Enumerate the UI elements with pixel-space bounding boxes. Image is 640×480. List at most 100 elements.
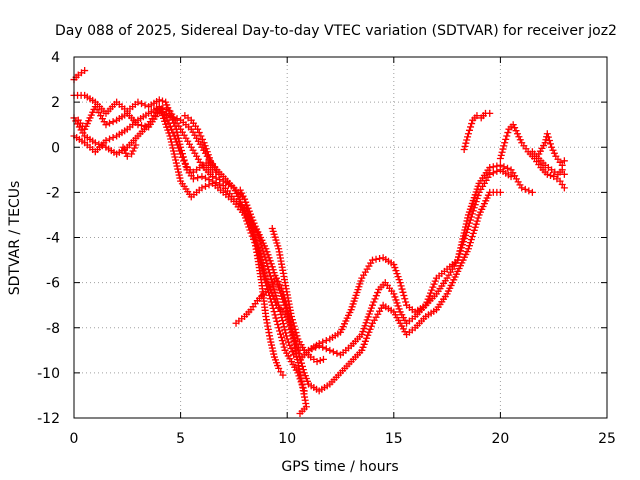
data-point (236, 186, 244, 194)
data-point (394, 273, 402, 281)
data-point (176, 147, 184, 155)
data-point (174, 131, 182, 139)
data-point (130, 144, 138, 152)
data-point (468, 120, 476, 128)
data-point (391, 264, 399, 272)
data-point (194, 174, 202, 182)
data-point (464, 130, 472, 138)
data-point (238, 189, 246, 197)
data-point (174, 134, 182, 142)
data-point (326, 346, 334, 354)
data-point (462, 139, 470, 147)
data-point (134, 121, 142, 129)
data-point (172, 138, 180, 146)
data-point (322, 337, 330, 345)
y-tick-label: -10 (37, 366, 60, 382)
data-point (363, 334, 371, 342)
data-point (313, 358, 321, 366)
data-point (425, 292, 433, 300)
data-point (279, 320, 287, 328)
data-point (172, 159, 180, 167)
x-tick-label: 5 (176, 431, 185, 447)
data-point (268, 344, 276, 352)
data-point (548, 143, 556, 151)
data-point (486, 164, 494, 172)
data-point (102, 136, 110, 144)
y-axis-label: SDTVAR / TECUs (7, 181, 23, 296)
data-point (459, 235, 467, 243)
data-point (368, 301, 376, 309)
data-point (138, 121, 146, 129)
data-point (164, 116, 172, 124)
data-point (248, 226, 256, 234)
data-point (109, 133, 117, 141)
data-point (560, 157, 568, 165)
data-point (518, 184, 526, 192)
data-point (293, 332, 301, 340)
data-point (422, 301, 430, 309)
data-point (198, 135, 206, 143)
data-point (171, 135, 179, 143)
data-point (489, 163, 497, 171)
data-point (91, 139, 99, 147)
data-point (393, 270, 401, 278)
data-point (429, 283, 437, 291)
data-point (166, 122, 174, 130)
data-point (458, 238, 466, 246)
data-point (195, 129, 203, 137)
data-point (239, 192, 247, 200)
data-point (361, 337, 369, 345)
data-point (268, 341, 276, 349)
data-point (499, 145, 507, 153)
chart-title: Day 088 of 2025, Sidereal Day-to-day VTE… (55, 23, 617, 39)
data-point (270, 285, 278, 293)
x-tick-label: 25 (598, 431, 616, 447)
data-point (511, 124, 519, 132)
data-point (547, 140, 555, 148)
data-point (81, 67, 89, 75)
data-point (504, 164, 512, 172)
data-point (209, 173, 217, 181)
data-point (463, 136, 471, 144)
data-point (201, 174, 209, 182)
data-point (395, 305, 403, 313)
data-point (463, 217, 471, 225)
data-point (465, 242, 473, 250)
data-point (134, 98, 142, 106)
data-point (560, 170, 568, 178)
data-point (454, 256, 462, 264)
data-point (169, 113, 177, 121)
data-point (95, 140, 103, 148)
data-point (132, 141, 140, 149)
data-point (359, 343, 367, 351)
data-point (296, 409, 304, 417)
data-point (431, 277, 439, 285)
data-point (333, 349, 341, 357)
data-point (498, 148, 506, 156)
data-point (123, 152, 131, 160)
y-tick-label: -12 (37, 411, 60, 427)
data-point (173, 141, 181, 149)
data-point (370, 298, 378, 306)
data-point (180, 157, 188, 165)
data-point (493, 162, 501, 170)
data-point (322, 345, 330, 353)
data-point (265, 254, 273, 262)
data-point (120, 146, 128, 154)
data-point (275, 324, 283, 332)
y-tick-label: -6 (46, 276, 60, 292)
data-point (197, 132, 205, 140)
data-point (428, 286, 436, 294)
data-point (394, 302, 402, 310)
data-point (558, 166, 566, 174)
data-point (316, 356, 324, 364)
data-point (269, 347, 277, 355)
data-point (319, 355, 327, 363)
data-point (202, 145, 210, 153)
data-point (173, 115, 181, 123)
data-point (243, 205, 251, 213)
data-point (516, 136, 524, 144)
data-point (397, 282, 405, 290)
data-point (544, 133, 552, 141)
data-point (284, 338, 292, 346)
